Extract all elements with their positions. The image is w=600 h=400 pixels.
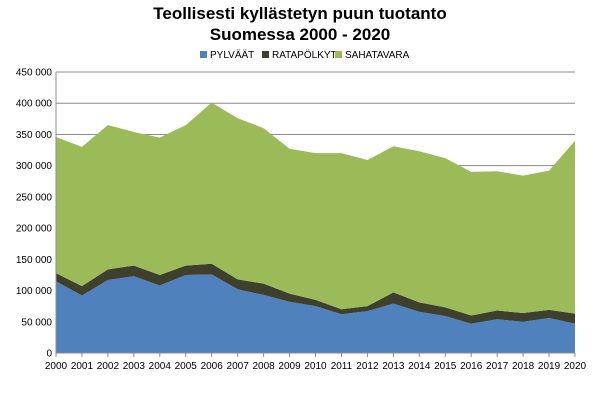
x-tick-label-2015: 2015 bbox=[434, 361, 457, 372]
legend-swatch-3 bbox=[335, 51, 342, 58]
x-tick-label-2008: 2008 bbox=[252, 361, 275, 372]
legend-swatch-2 bbox=[262, 51, 269, 58]
area-series-1 bbox=[56, 274, 575, 353]
chart-title-line-2: Suomessa 2000 - 2020 bbox=[209, 25, 391, 44]
y-tick-label-4: 200 000 bbox=[16, 224, 53, 235]
chart-title-line-1: Teollisesti kyllästetyn puun tuotanto bbox=[153, 4, 447, 23]
x-tick-label-2001: 2001 bbox=[71, 361, 94, 372]
y-tick-label-6: 300 000 bbox=[16, 161, 53, 172]
x-tick-label-2016: 2016 bbox=[460, 361, 483, 372]
x-tick-label-2009: 2009 bbox=[278, 361, 301, 372]
x-tick-label-2019: 2019 bbox=[538, 361, 561, 372]
y-tick-label-2: 100 000 bbox=[16, 286, 53, 297]
legend-label-3: SAHATAVARA bbox=[345, 50, 410, 61]
y-tick-label-5: 250 000 bbox=[16, 192, 53, 203]
x-tick-label-2005: 2005 bbox=[175, 361, 198, 372]
x-tick-label-2002: 2002 bbox=[97, 361, 120, 372]
x-tick-label-2006: 2006 bbox=[201, 361, 224, 372]
x-tick-label-2000: 2000 bbox=[45, 361, 68, 372]
x-tick-label-2018: 2018 bbox=[512, 361, 535, 372]
area-series-2 bbox=[56, 263, 575, 324]
x-tick-label-2003: 2003 bbox=[123, 361, 146, 372]
y-tick-label-1: 50 000 bbox=[21, 317, 52, 328]
y-tick-label-9: 450 000 bbox=[16, 68, 53, 79]
y-tick-label-3: 150 000 bbox=[16, 255, 53, 266]
legend-swatch-1 bbox=[200, 51, 207, 58]
area-series-3 bbox=[56, 102, 575, 316]
x-tick-label-2017: 2017 bbox=[486, 361, 509, 372]
x-tick-label-2011: 2011 bbox=[331, 361, 353, 372]
x-tick-label-2007: 2007 bbox=[227, 361, 250, 372]
y-tick-label-8: 400 000 bbox=[16, 99, 53, 110]
legend-label-2: RATAPÖLKYT bbox=[272, 49, 337, 61]
legend-label-1: PYLVÄÄT bbox=[210, 49, 254, 61]
x-tick-label-2012: 2012 bbox=[356, 361, 379, 372]
x-tick-label-2004: 2004 bbox=[149, 361, 172, 372]
y-tick-label-7: 350 000 bbox=[16, 130, 53, 141]
x-tick-label-2010: 2010 bbox=[304, 361, 327, 372]
x-tick-label-2013: 2013 bbox=[382, 361, 405, 372]
x-tick-label-2014: 2014 bbox=[408, 361, 431, 372]
x-tick-label-2020: 2020 bbox=[564, 361, 587, 372]
y-tick-label-0: 0 bbox=[46, 349, 52, 360]
